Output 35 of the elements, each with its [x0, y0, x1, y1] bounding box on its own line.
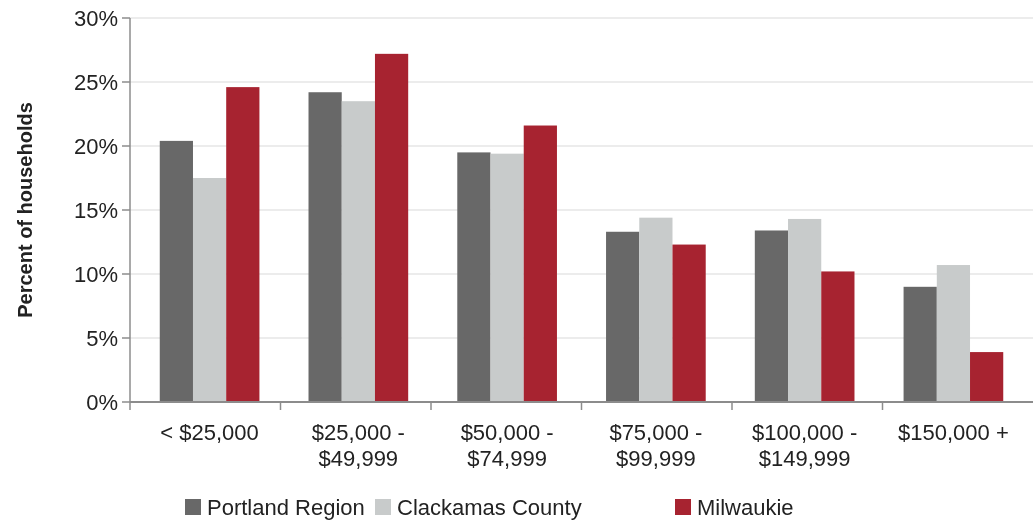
bar — [754, 230, 789, 402]
x-tick-label: < $25,000 — [160, 420, 259, 445]
bar — [159, 140, 193, 402]
y-tick-label: 5% — [86, 325, 118, 351]
legend-label: Portland Region — [207, 494, 365, 520]
y-tick-label: 0% — [86, 389, 118, 415]
bar — [192, 178, 227, 402]
y-tick-label: 25% — [73, 69, 118, 95]
bar — [226, 87, 260, 402]
legend-label: Clackamas County — [397, 494, 582, 520]
y-tick-label: 10% — [73, 261, 118, 287]
bar — [639, 217, 673, 402]
bar — [341, 101, 375, 402]
x-tick-label: $150,000 + — [898, 420, 1009, 445]
bar — [970, 352, 1004, 402]
bar — [903, 286, 937, 402]
bar — [821, 271, 855, 402]
x-tick-label: $25,000 - $49,999 — [311, 420, 405, 471]
bar — [672, 244, 706, 402]
bar — [523, 125, 557, 402]
bar — [788, 218, 822, 402]
bar — [374, 53, 409, 402]
y-axis-title: Percent of households — [14, 102, 36, 318]
bar — [457, 152, 491, 402]
y-tick-label: 30% — [73, 5, 118, 31]
legend-label: Milwaukie — [697, 494, 794, 520]
y-tick-label: 15% — [73, 197, 118, 223]
bar — [936, 265, 971, 402]
bar — [308, 92, 342, 402]
y-tick-label: 20% — [73, 133, 118, 159]
x-tick-label: $100,000 - $149,999 — [752, 420, 858, 471]
x-tick-label: $75,000 - $99,999 — [609, 420, 703, 471]
bar — [490, 153, 524, 402]
x-tick-label: $50,000 - $74,999 — [460, 420, 554, 471]
bar — [606, 231, 640, 402]
